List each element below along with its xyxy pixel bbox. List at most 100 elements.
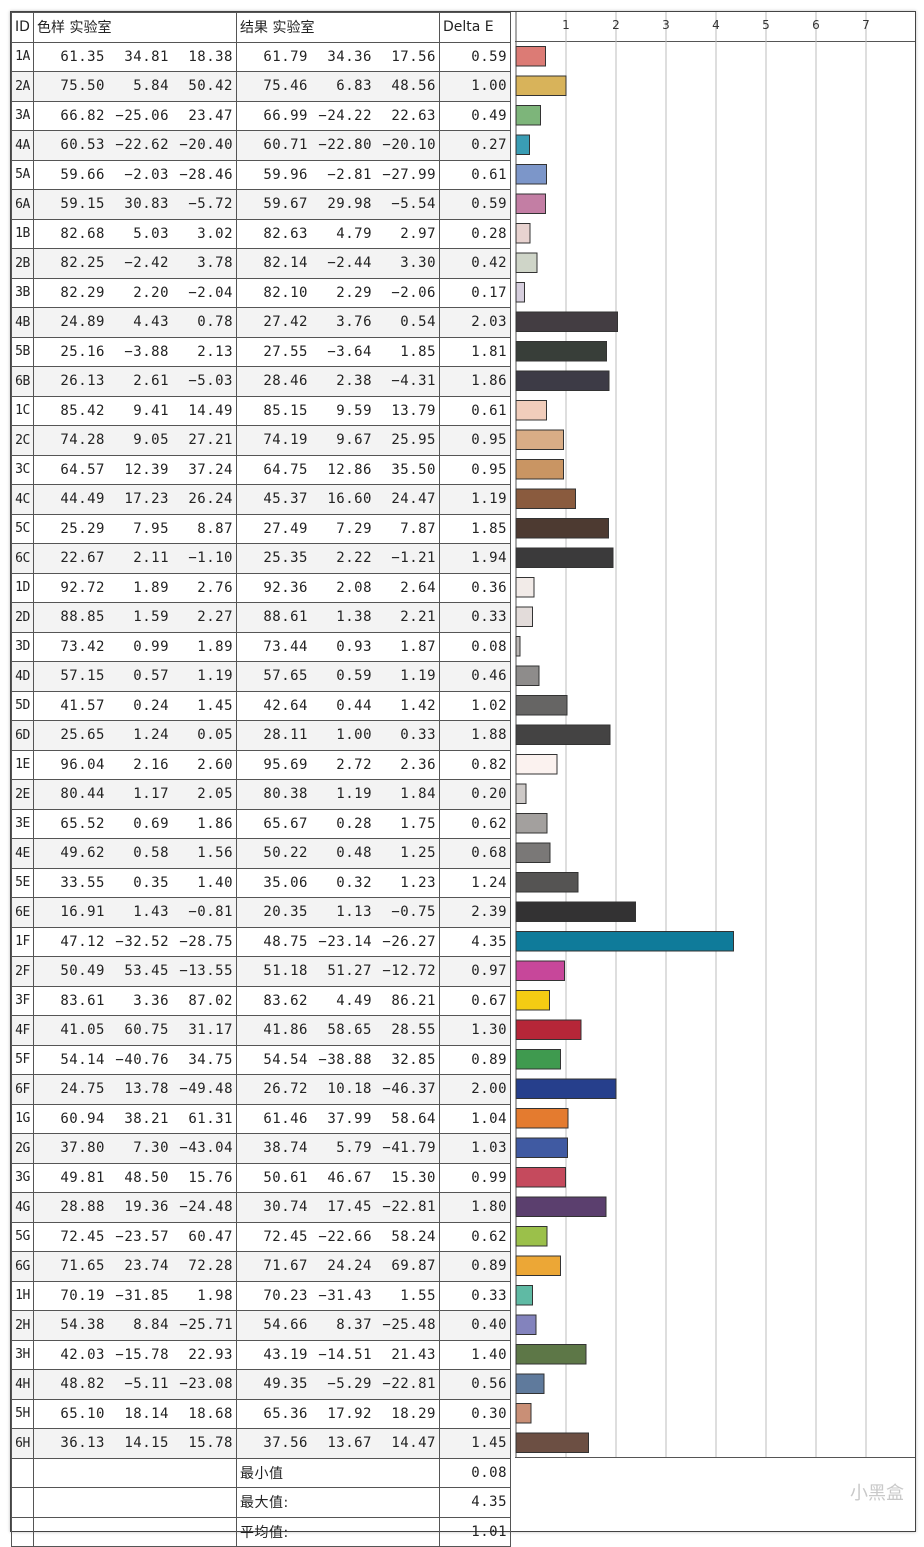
bar-1C — [515, 400, 547, 421]
bar-3D — [515, 636, 521, 657]
result-lab-value: 37.56 — [263, 1435, 308, 1452]
result-lab-value: 20.35 — [263, 904, 308, 921]
result-lab: 48.75 −23.14 −26.27 — [236, 926, 440, 957]
summary-blank — [11, 1516, 34, 1547]
table-row: 4G 28.88 19.36 −24.48 30.74 17.45 −22.81 1.80 — [11, 1192, 511, 1223]
bar-2E — [515, 783, 527, 804]
result-lab-value: 35.06 — [263, 874, 308, 891]
sample-lab-value: −20.40 — [179, 137, 233, 154]
sample-lab-value: 60.94 — [60, 1110, 105, 1127]
bar-2A — [515, 75, 567, 96]
result-lab: 35.06 0.32 1.23 — [236, 867, 440, 898]
result-lab-value: 1.42 — [400, 697, 436, 714]
sample-lab-value: 37.24 — [188, 461, 233, 478]
delta-e-value: 0.89 — [439, 1044, 511, 1075]
result-lab: 85.15 9.59 13.79 — [236, 395, 440, 426]
result-lab-value: 3.30 — [400, 255, 436, 272]
result-lab: 61.46 37.99 58.64 — [236, 1103, 440, 1134]
sample-lab-value: 30.83 — [124, 196, 169, 213]
result-lab-value: 74.19 — [263, 432, 308, 449]
sample-lab-value: 3.02 — [197, 225, 233, 242]
result-lab-value: 64.75 — [263, 461, 308, 478]
sample-lab-value: 24.75 — [60, 1081, 105, 1098]
table-row: 6C 22.67 2.11 −1.10 25.35 2.22 −1.21 1.94 — [11, 543, 511, 574]
row-id: 3H — [11, 1339, 34, 1370]
sample-lab-value: 0.58 — [133, 845, 169, 862]
row-id: 6G — [11, 1251, 34, 1282]
result-lab-value: 82.10 — [263, 284, 308, 301]
sample-lab: 49.62 0.58 1.56 — [33, 838, 237, 869]
bar-6G — [515, 1255, 561, 1276]
sample-lab-value: 0.05 — [197, 727, 233, 744]
sample-lab: 82.25 −2.42 3.78 — [33, 248, 237, 279]
result-lab-value: 46.67 — [327, 1169, 372, 1186]
result-lab-value: 21.43 — [391, 1346, 436, 1363]
table-row: 6D 25.65 1.24 0.05 28.11 1.00 0.33 1.88 — [11, 720, 511, 751]
result-lab-value: 27.55 — [263, 343, 308, 360]
sample-lab-value: 7.95 — [133, 520, 169, 537]
row-id: 5C — [11, 513, 34, 544]
result-lab-value: 1.19 — [336, 786, 372, 803]
delta-e-value: 1.30 — [439, 1015, 511, 1046]
result-lab-value: 32.85 — [391, 1051, 436, 1068]
sample-lab: 96.04 2.16 2.60 — [33, 749, 237, 780]
sample-lab: 82.68 5.03 3.02 — [33, 218, 237, 249]
result-lab: 75.46 6.83 48.56 — [236, 71, 440, 102]
sample-lab-value: 70.19 — [60, 1287, 105, 1304]
bar-4A — [515, 134, 530, 155]
row-id: 4C — [11, 484, 34, 515]
sample-lab-value: −23.57 — [115, 1228, 169, 1245]
result-lab: 95.69 2.72 2.36 — [236, 749, 440, 780]
result-lab-value: 83.62 — [263, 992, 308, 1009]
result-lab-value: −1.21 — [391, 550, 436, 567]
result-lab-value: 10.18 — [327, 1081, 372, 1098]
sample-lab-value: 49.62 — [60, 845, 105, 862]
result-lab-value: 0.54 — [400, 314, 436, 331]
sample-lab-value: 23.47 — [188, 107, 233, 124]
row-id: 1C — [11, 395, 34, 426]
sample-lab: 42.03 −15.78 22.93 — [33, 1339, 237, 1370]
sample-lab-value: 1.89 — [133, 579, 169, 596]
result-lab: 72.45 −22.66 58.24 — [236, 1221, 440, 1252]
summary-row: 最大值: 4.35 — [11, 1487, 511, 1518]
result-lab-value: 0.32 — [336, 874, 372, 891]
result-lab-value: 48.75 — [263, 933, 308, 950]
sample-lab-value: 13.78 — [124, 1081, 169, 1098]
delta-e-value: 0.95 — [439, 454, 511, 485]
sample-lab: 25.29 7.95 8.87 — [33, 513, 237, 544]
bar-6H — [515, 1432, 589, 1453]
sample-lab-value: 22.93 — [188, 1346, 233, 1363]
table-row: 4F 41.05 60.75 31.17 41.86 58.65 28.55 1.30 — [11, 1015, 511, 1046]
result-lab-value: 71.67 — [263, 1258, 308, 1275]
result-lab-value: 85.15 — [263, 402, 308, 419]
result-lab: 92.36 2.08 2.64 — [236, 572, 440, 603]
bar-4D — [515, 665, 540, 686]
result-lab: 30.74 17.45 −22.81 — [236, 1192, 440, 1223]
sample-lab: 26.13 2.61 −5.03 — [33, 366, 237, 397]
result-lab-value: 61.79 — [263, 48, 308, 65]
chart-svg: 1 2 3 4 5 6 7 — [515, 12, 915, 1458]
header-sample: 色样 实验室 — [33, 12, 237, 43]
sample-lab-value: −2.04 — [188, 284, 233, 301]
result-lab-value: 24.24 — [327, 1258, 372, 1275]
bar-1A — [515, 46, 546, 67]
result-lab-value: 37.99 — [327, 1110, 372, 1127]
result-lab-value: −14.51 — [318, 1346, 372, 1363]
table-row: 3E 65.52 0.69 1.86 65.67 0.28 1.75 0.62 — [11, 808, 511, 839]
result-lab: 27.55 −3.64 1.85 — [236, 336, 440, 367]
result-lab-value: 0.59 — [336, 668, 372, 685]
bar-6C — [515, 547, 614, 568]
sample-lab-value: 15.76 — [188, 1169, 233, 1186]
sample-lab-value: 5.84 — [133, 78, 169, 95]
sample-lab-value: 28.88 — [60, 1199, 105, 1216]
delta-e-value: 0.08 — [439, 631, 511, 662]
sample-lab-value: 74.28 — [60, 432, 105, 449]
result-lab-value: 59.96 — [263, 166, 308, 183]
summary-blank — [33, 1487, 237, 1518]
delta-e-value: 0.62 — [439, 808, 511, 839]
result-lab-value: −22.66 — [318, 1228, 372, 1245]
sample-lab-value: 83.61 — [60, 992, 105, 1009]
result-lab-value: 2.38 — [336, 373, 372, 390]
sample-lab-value: 18.68 — [188, 1405, 233, 1422]
row-id: 5E — [11, 867, 34, 898]
